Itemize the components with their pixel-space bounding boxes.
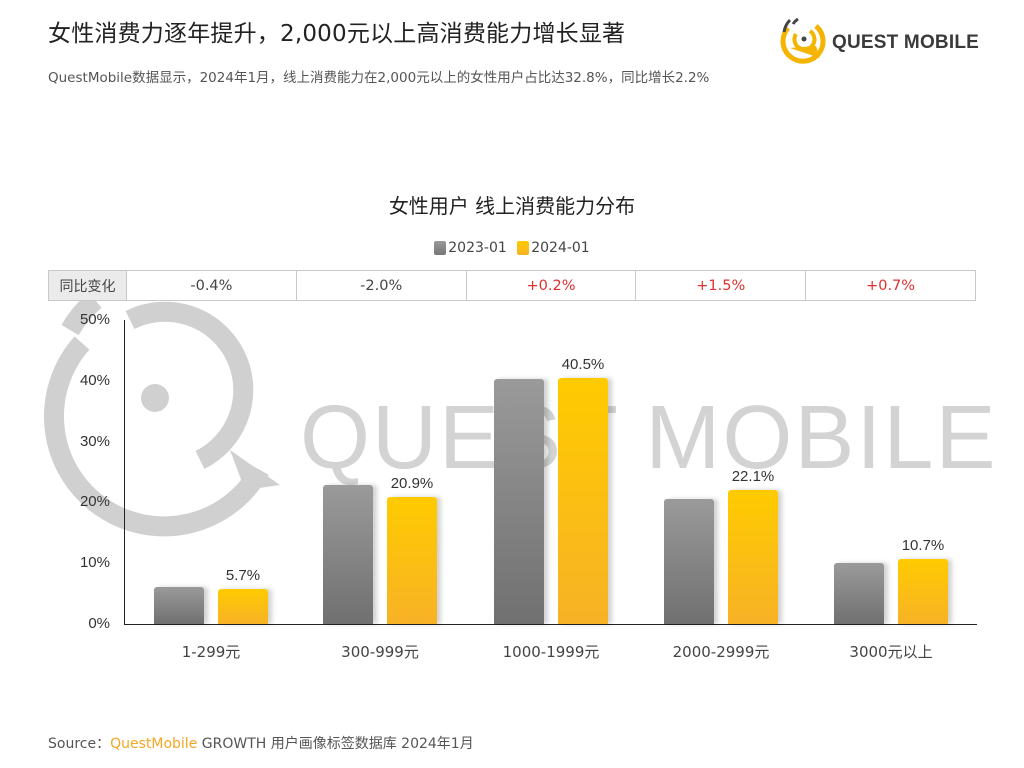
- x-category-label: 3000元以上: [849, 643, 933, 661]
- bar-2023-01: [664, 498, 714, 624]
- y-tick-label: 10%: [79, 554, 110, 572]
- bar-data-label: 22.1%: [731, 467, 775, 485]
- y-axis: [124, 320, 125, 625]
- legend-swatch-2024: [517, 241, 530, 255]
- page-subtitle: QuestMobile数据显示，2024年1月，线上消费能力在2,000元以上的…: [48, 70, 710, 86]
- y-tick-label: 30%: [79, 432, 110, 450]
- chart-title: 女性用户 线上消费能力分布: [388, 194, 636, 218]
- source-brand: QuestMobile: [110, 736, 198, 752]
- bar-2023-01: [323, 484, 373, 624]
- y-tick-label: 50%: [79, 311, 110, 328]
- y-tick-label: 0%: [88, 615, 110, 632]
- bar-2024-01: [728, 489, 778, 624]
- legend-swatch-2023: [434, 241, 447, 255]
- source-rest: GROWTH 用户画像标签数据库 2024年1月: [197, 736, 474, 752]
- bar-2024-01: [558, 377, 608, 624]
- bar-2024-01: [218, 589, 268, 624]
- yoy-cell: -2.0%: [297, 271, 467, 300]
- x-category-label: 2000-2999元: [672, 643, 770, 661]
- x-axis: [124, 624, 977, 625]
- bar-data-label: 10.7%: [901, 536, 945, 554]
- page-title: 女性消费力逐年提升，2,000元以上高消费能力增长显著: [48, 21, 626, 47]
- chart-legend: 2023-01 2024-01: [0, 240, 1024, 259]
- logo-text: QUEST MOBILE: [832, 32, 980, 53]
- bar-2024-01: [387, 496, 437, 624]
- legend-label-2023: 2023-01: [448, 240, 507, 256]
- bar-2023-01: [834, 563, 884, 624]
- bar-data-label: 40.5%: [561, 355, 605, 373]
- source-label: Source：: [48, 736, 111, 752]
- bar-data-label: 5.7%: [225, 567, 261, 585]
- bar-2023-01: [494, 378, 544, 624]
- yoy-cell: +1.5%: [636, 271, 807, 300]
- bar-data-label: 20.9%: [390, 474, 434, 492]
- yoy-change-table: 同比变化 -0.4% -2.0% +0.2% +1.5% +0.7%: [48, 270, 976, 301]
- x-category-label: 1-299元: [181, 643, 241, 661]
- source-footer: Source：QuestMobile GROWTH 用户画像标签数据库 2024…: [48, 733, 474, 753]
- y-tick-label: 40%: [79, 371, 110, 389]
- bar-2023-01: [154, 586, 204, 624]
- legend-item-2023: 2023-01: [434, 240, 507, 256]
- bar-2024-01: [898, 558, 948, 624]
- x-category-label: 1000-1999元: [502, 643, 600, 661]
- y-tick-label: 20%: [79, 493, 110, 511]
- yoy-header: 同比变化: [49, 271, 127, 300]
- yoy-cell: +0.7%: [866, 277, 916, 294]
- questmobile-logo: QUEST MOBILE: [776, 12, 986, 64]
- yoy-cell: +0.2%: [467, 271, 637, 300]
- x-category-label: 300-999元: [341, 643, 419, 661]
- questmobile-logo-icon: [780, 17, 826, 64]
- legend-label-2024: 2024-01: [531, 240, 590, 256]
- yoy-cell: -0.4%: [127, 271, 297, 300]
- legend-item-2024: 2024-01: [517, 240, 590, 256]
